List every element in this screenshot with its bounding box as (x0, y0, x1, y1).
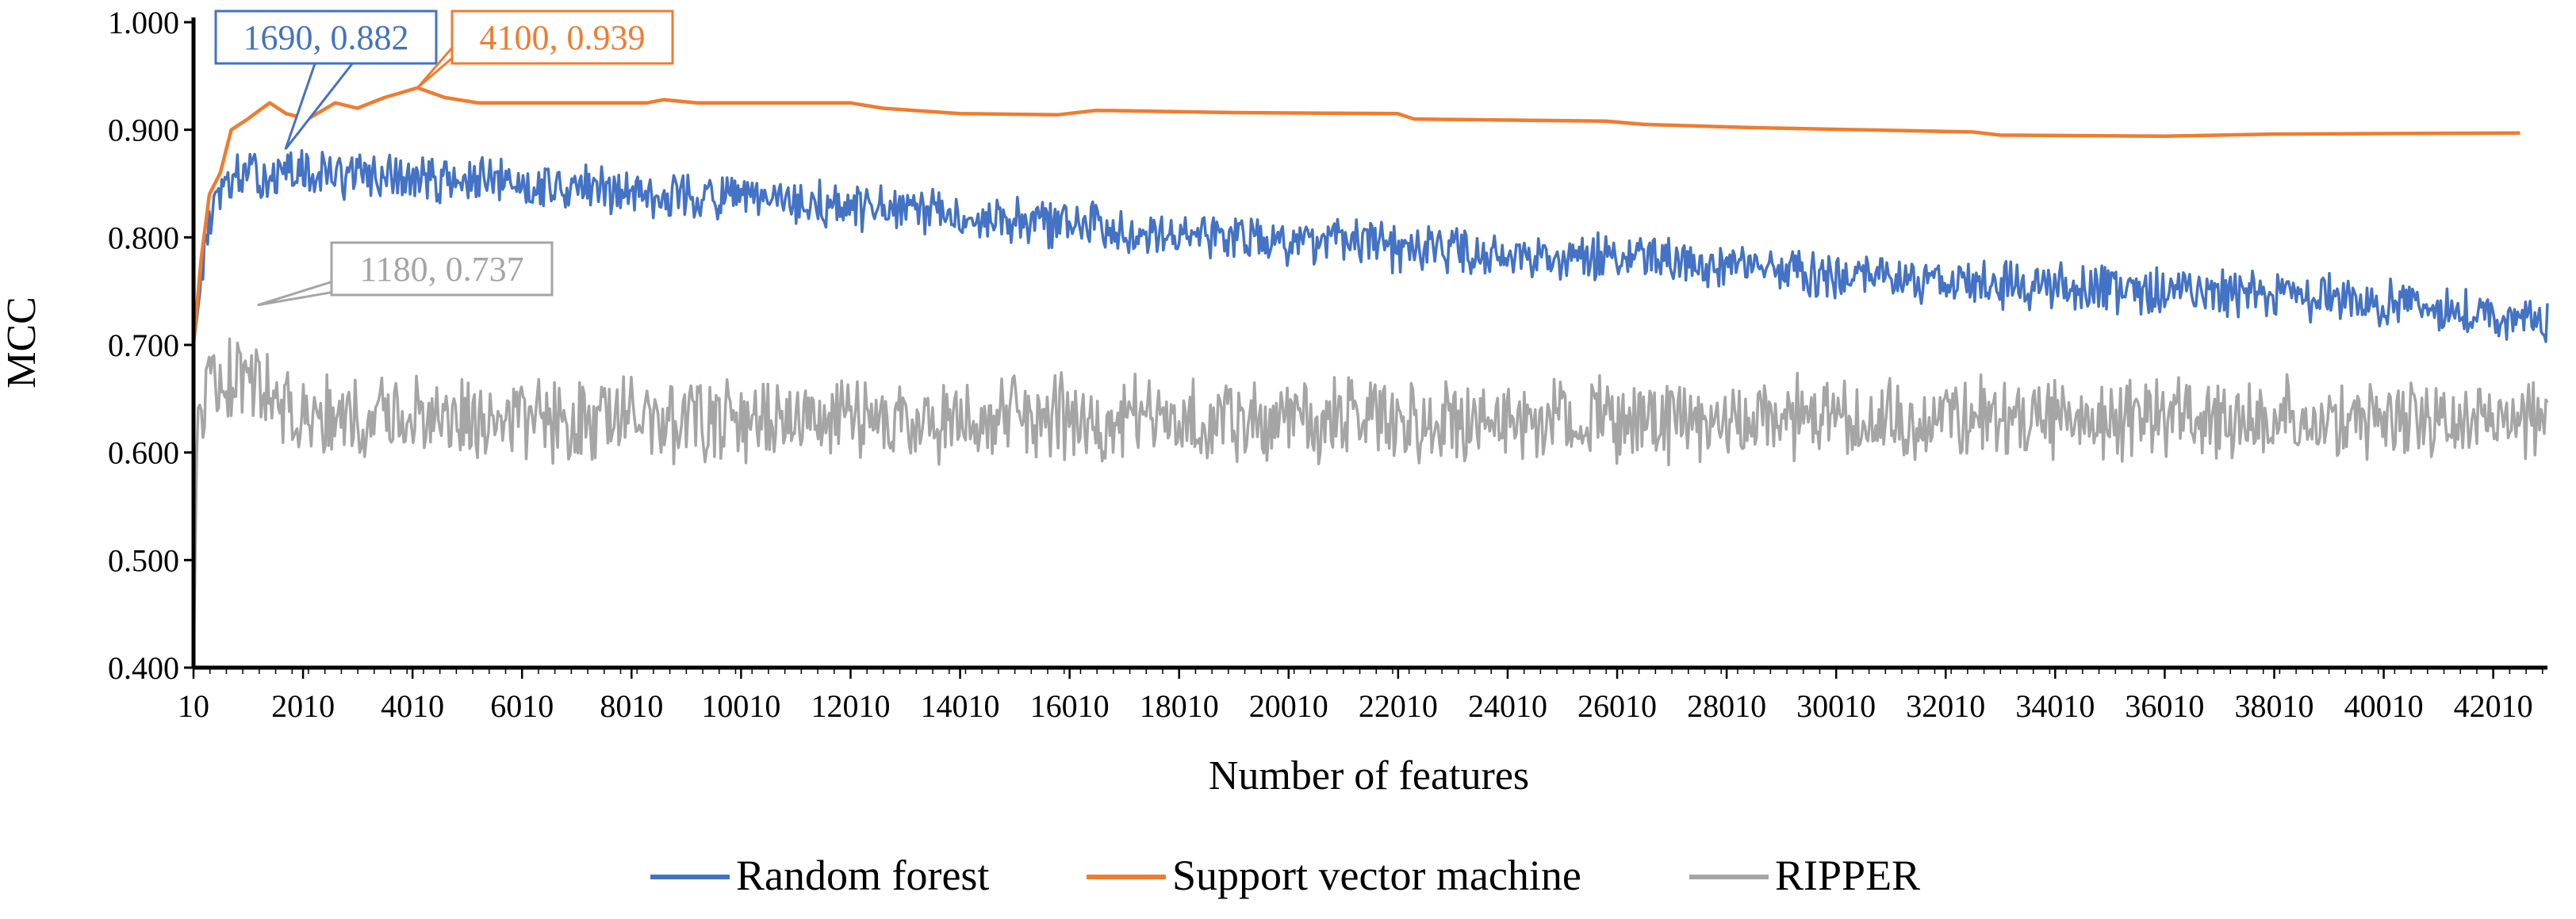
x-tick-label: 38010 (2234, 688, 2313, 724)
x-tick-label: 4010 (381, 688, 444, 724)
x-tick-label: 30010 (1796, 688, 1876, 724)
y-tick-label: 0.700 (108, 327, 179, 363)
x-tick-label: 10010 (701, 688, 780, 724)
series-line-support-vector-machine (191, 86, 2520, 346)
axis-layer: 0.400 0.500 0.600 0.700 0.800 0.900 1.000 10 201… (108, 5, 2547, 724)
x-axis-title: Number of features (1209, 753, 1529, 798)
x-tick-label: 34010 (2015, 688, 2095, 724)
x-tick-label: 26010 (1577, 688, 1657, 724)
legend: Random forest Support vector machine RIPPE… (650, 852, 1920, 899)
x-tick-label: 12010 (811, 688, 890, 724)
y-tick-label: 0.500 (108, 542, 179, 578)
y-tick-label: 0.800 (108, 220, 179, 255)
legend-label: Random forest (736, 852, 989, 899)
x-tick-label: 8010 (600, 688, 663, 724)
x-tick-label: 18010 (1140, 688, 1219, 724)
y-tick-label: 0.400 (108, 650, 179, 686)
callout-label: 1180, 0.737 (359, 250, 523, 289)
x-tick-label: 42010 (2454, 688, 2533, 724)
annotation-layer: 1690, 0.882 4100, 0.939 1180, 0.737 (214, 10, 674, 307)
series-layer (191, 86, 2549, 668)
callout-label: 4100, 0.939 (480, 18, 646, 57)
data-callout: 4100, 0.939 (416, 10, 674, 89)
series-line-ripper (192, 337, 2549, 668)
y-tick-label: 0.900 (108, 113, 179, 148)
legend-label: RIPPER (1775, 852, 1920, 899)
x-tick-label: 32010 (1906, 688, 1985, 724)
x-tick-label: 10 (178, 688, 209, 724)
x-tick-label: 24010 (1468, 688, 1547, 724)
legend-item: RIPPER (1689, 852, 1920, 899)
legend-label: Support vector machine (1172, 852, 1581, 899)
x-tick-label: 2010 (271, 688, 335, 724)
legend-item: Support vector machine (1087, 852, 1581, 899)
x-tick-label: 22010 (1359, 688, 1438, 724)
x-tick-label: 20010 (1249, 688, 1328, 724)
x-tick-label: 36010 (2125, 688, 2204, 724)
x-tick-label: 40010 (2344, 688, 2424, 724)
series-line-random-forest (192, 149, 2549, 346)
callout-label: 1690, 0.882 (243, 18, 409, 57)
data-callout: 1180, 0.737 (257, 241, 554, 307)
y-axis-title: MCC (0, 297, 44, 389)
x-tick-label: 14010 (921, 688, 1000, 724)
y-tick-label: 0.600 (108, 435, 179, 471)
x-tick-label: 6010 (490, 688, 554, 724)
data-callout: 1690, 0.882 (214, 10, 438, 151)
x-tick-label: 28010 (1687, 688, 1766, 724)
x-tick-label: 16010 (1030, 688, 1110, 724)
y-tick-label: 1.000 (108, 5, 179, 40)
legend-item: Random forest (650, 852, 989, 899)
